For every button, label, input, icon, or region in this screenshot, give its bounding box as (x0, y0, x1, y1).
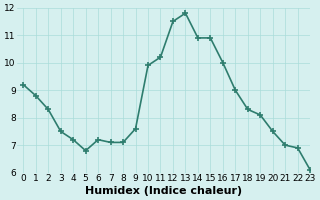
X-axis label: Humidex (Indice chaleur): Humidex (Indice chaleur) (85, 186, 242, 196)
